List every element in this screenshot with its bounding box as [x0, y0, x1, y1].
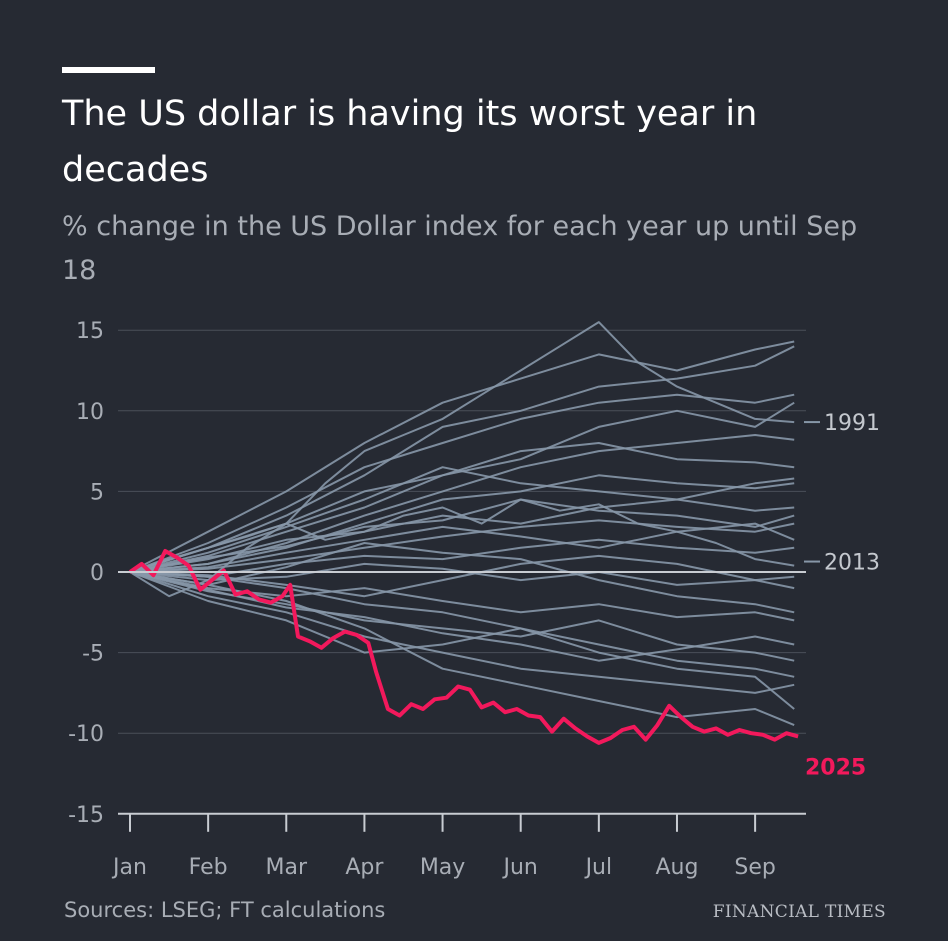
- series-line: [129, 498, 795, 573]
- series-line: [129, 562, 795, 586]
- series-line: [129, 571, 795, 678]
- series-line: [129, 474, 795, 573]
- x-tick-label: Jan: [111, 855, 147, 880]
- y-tick-label: 0: [90, 561, 104, 586]
- series-line-2025: [128, 549, 799, 745]
- series-label-2025: 2025: [805, 755, 866, 780]
- series-line: [129, 434, 795, 573]
- x-tick-label: Feb: [189, 855, 228, 880]
- series-label-1991: 1991: [824, 411, 880, 436]
- series-line: [129, 542, 795, 614]
- series-line: [129, 466, 795, 573]
- highlight-layer: [128, 549, 799, 745]
- series-line: [129, 498, 795, 573]
- series-label-2013: 2013: [824, 551, 880, 576]
- x-tick-label: Jun: [502, 855, 538, 880]
- x-tick-label: Sep: [734, 855, 775, 880]
- chart-title: The US dollar is having its worst year i…: [62, 94, 758, 190]
- y-tick-label: -15: [68, 803, 104, 828]
- title-accent-bar: [62, 67, 155, 73]
- brand-logo: FINANCIAL TIMES: [712, 902, 886, 922]
- axis-layer: [118, 571, 806, 832]
- grid-layer: [118, 329, 806, 734]
- y-tick-label: -10: [68, 722, 104, 747]
- x-tick-label: Mar: [266, 855, 308, 880]
- label-layer: 15 10 5 0 -5 -10 -15 Jan Feb Mar Apr May Jun Jul Aug Se…: [68, 319, 880, 880]
- series-line: [129, 442, 795, 573]
- series-line: [129, 393, 795, 573]
- series-line: [129, 571, 795, 694]
- y-tick-label: -5: [82, 642, 104, 667]
- series-line: [129, 571, 795, 662]
- series-line: [129, 538, 795, 578]
- x-tick-label: Aug: [655, 855, 698, 880]
- chart-subtitle: % change in the US Dollar index for each…: [62, 211, 858, 286]
- source-note: Sources: LSEG; FT calculations: [64, 898, 386, 922]
- y-tick-label: 10: [76, 400, 104, 425]
- series-line: [129, 571, 795, 710]
- x-tick-label: May: [420, 855, 465, 880]
- series-line: [129, 340, 795, 573]
- y-tick-label: 15: [76, 319, 104, 344]
- y-tick-label: 5: [90, 480, 104, 505]
- series-line: [129, 522, 795, 573]
- x-tick-label: Apr: [345, 855, 384, 880]
- series-line: [129, 345, 795, 573]
- x-tick-label: Jul: [584, 855, 613, 880]
- series-line: [129, 401, 795, 573]
- series-layer: [129, 321, 795, 727]
